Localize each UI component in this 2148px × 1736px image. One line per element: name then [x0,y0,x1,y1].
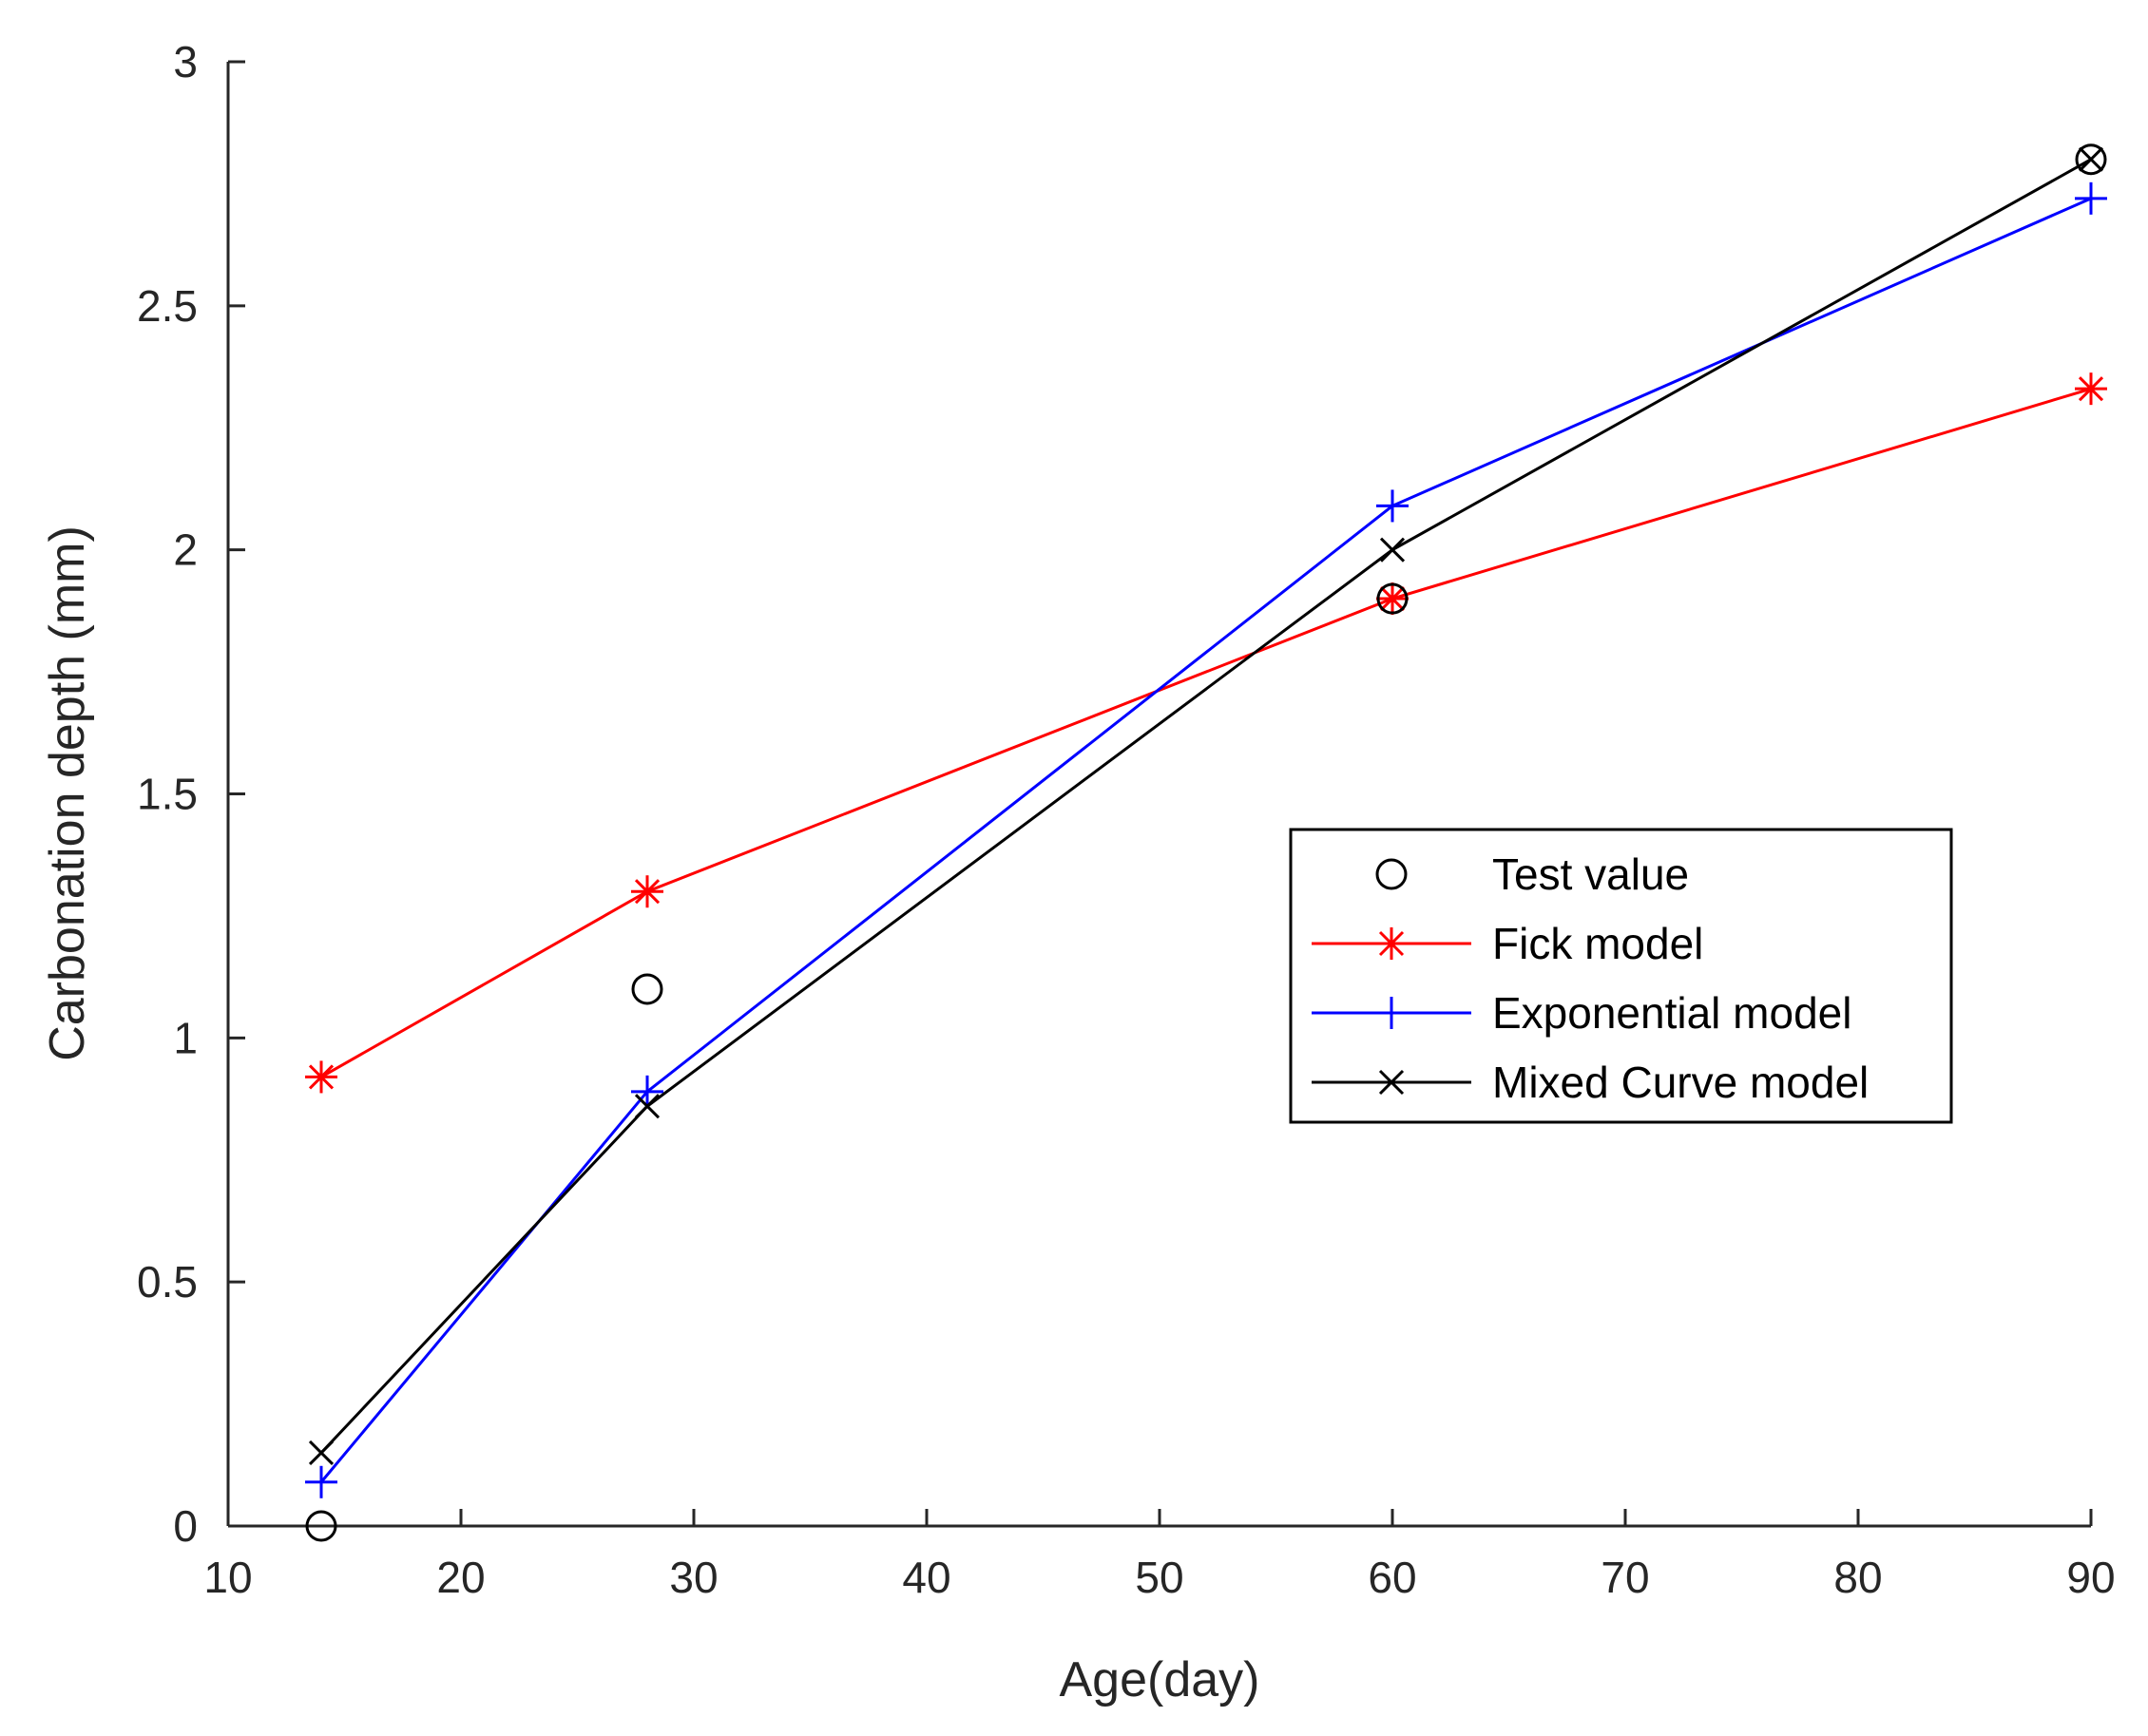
data-point-cross [2078,146,2104,172]
data-point-asterisk [631,875,663,908]
x-tick-label: 20 [436,1553,485,1602]
data-point-plus [1376,489,1409,523]
data-point-plus [305,1465,337,1498]
x-tick-label: 70 [1601,1553,1649,1602]
data-point-circle [631,973,663,1005]
series-line [319,158,2092,1454]
x-tick-label: 80 [1833,1553,1882,1602]
legend-label: Exponential model [1492,988,1851,1038]
data-point-circle [305,1510,337,1542]
data-point-asterisk [1375,927,1408,960]
series-mixed-curve-model [308,146,2104,1466]
data-point-cross [1379,537,1406,563]
x-axis-label: Age(day) [1060,1652,1260,1707]
x-tick-label: 50 [1135,1553,1183,1602]
data-point-circle [2075,143,2107,176]
y-tick-label: 3 [173,37,198,86]
legend-label: Fick model [1492,919,1703,968]
data-point-circle [1376,582,1409,615]
y-tick-label: 2 [173,525,198,575]
axis-ticks: 10 20 30 40 50 60 70 80 90 0 0.5 1 1.5 2 2.5 3 [137,37,2116,1602]
y-tick-label: 1 [173,1013,198,1062]
series-line [320,387,2092,1078]
data-point-cross [308,1440,335,1466]
x-tick-label: 60 [1368,1553,1416,1602]
x-tick-label: 40 [902,1553,950,1602]
legend-entry: Mixed Curve model [1312,1058,1869,1107]
x-tick-label: 30 [669,1553,718,1602]
y-axis-label: Carbonation depth (mm) [40,525,95,1061]
data-point-asterisk [2075,372,2107,406]
legend-entry: Exponential model [1312,988,1851,1038]
plot-series [305,143,2107,1542]
legend: Test value Fick model Exponential model Mix… [1289,828,1953,1124]
series-fick-model [305,372,2107,1094]
data-point-plus [1375,997,1408,1029]
data-point-cross [634,1094,661,1119]
data-point-cross [1378,1069,1405,1096]
legend-entry: Fick model [1312,919,1703,968]
legend-entry: Test value [1375,849,1689,899]
data-point-asterisk [305,1060,337,1094]
legend-items: Test value Fick model Exponential model Mix… [1312,849,1869,1107]
y-tick-label: 1.5 [137,770,198,819]
data-point-plus [631,1075,663,1108]
y-tick-label: 2.5 [137,281,198,331]
data-point-plus [2075,181,2107,215]
y-tick-label: 0.5 [137,1257,198,1307]
legend-label: Test value [1492,849,1689,899]
series-test-value [305,143,2107,1542]
legend-label: Mixed Curve model [1492,1058,1869,1107]
x-tick-label: 10 [203,1553,252,1602]
data-point-asterisk [1376,582,1409,616]
data-point-circle [1375,858,1408,890]
series-line [319,197,2092,1483]
series-exponential-model [305,181,2107,1498]
x-tick-label: 90 [2066,1553,2115,1602]
y-tick-label: 0 [173,1501,198,1551]
